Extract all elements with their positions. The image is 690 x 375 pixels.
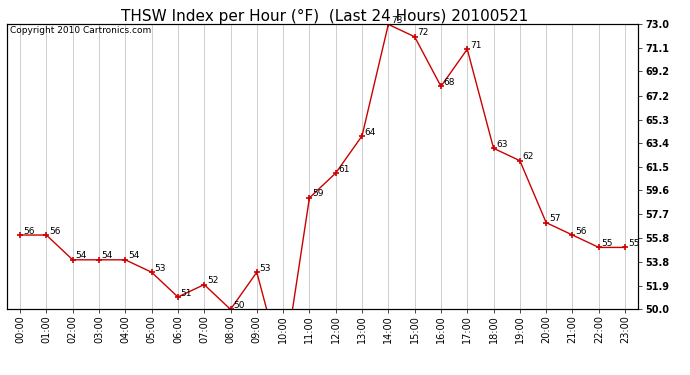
- Text: 53: 53: [259, 264, 271, 273]
- Text: 64: 64: [365, 128, 376, 136]
- Text: 57: 57: [549, 214, 560, 223]
- Text: Copyright 2010 Cartronics.com: Copyright 2010 Cartronics.com: [10, 26, 151, 35]
- Text: 54: 54: [75, 251, 87, 260]
- Text: 55: 55: [628, 239, 640, 248]
- Text: 52: 52: [207, 276, 218, 285]
- Text: 54: 54: [101, 251, 113, 260]
- Text: THSW Index per Hour (°F)  (Last 24 Hours) 20100521: THSW Index per Hour (°F) (Last 24 Hours)…: [121, 9, 528, 24]
- Text: 61: 61: [339, 165, 350, 174]
- Text: 72: 72: [417, 28, 428, 38]
- Text: 73: 73: [391, 16, 403, 25]
- Text: 59: 59: [312, 189, 324, 198]
- Text: 56: 56: [23, 226, 34, 236]
- Text: 53: 53: [155, 264, 166, 273]
- Text: 56: 56: [49, 226, 61, 236]
- Text: 62: 62: [522, 152, 534, 161]
- Text: 63: 63: [496, 140, 508, 149]
- Text: 51: 51: [181, 289, 193, 298]
- Text: 71: 71: [470, 41, 482, 50]
- Text: 50: 50: [233, 301, 245, 310]
- Text: 68: 68: [444, 78, 455, 87]
- Text: 55: 55: [602, 239, 613, 248]
- Text: 54: 54: [128, 251, 139, 260]
- Text: 56: 56: [575, 226, 586, 236]
- Text: 45: 45: [0, 374, 1, 375]
